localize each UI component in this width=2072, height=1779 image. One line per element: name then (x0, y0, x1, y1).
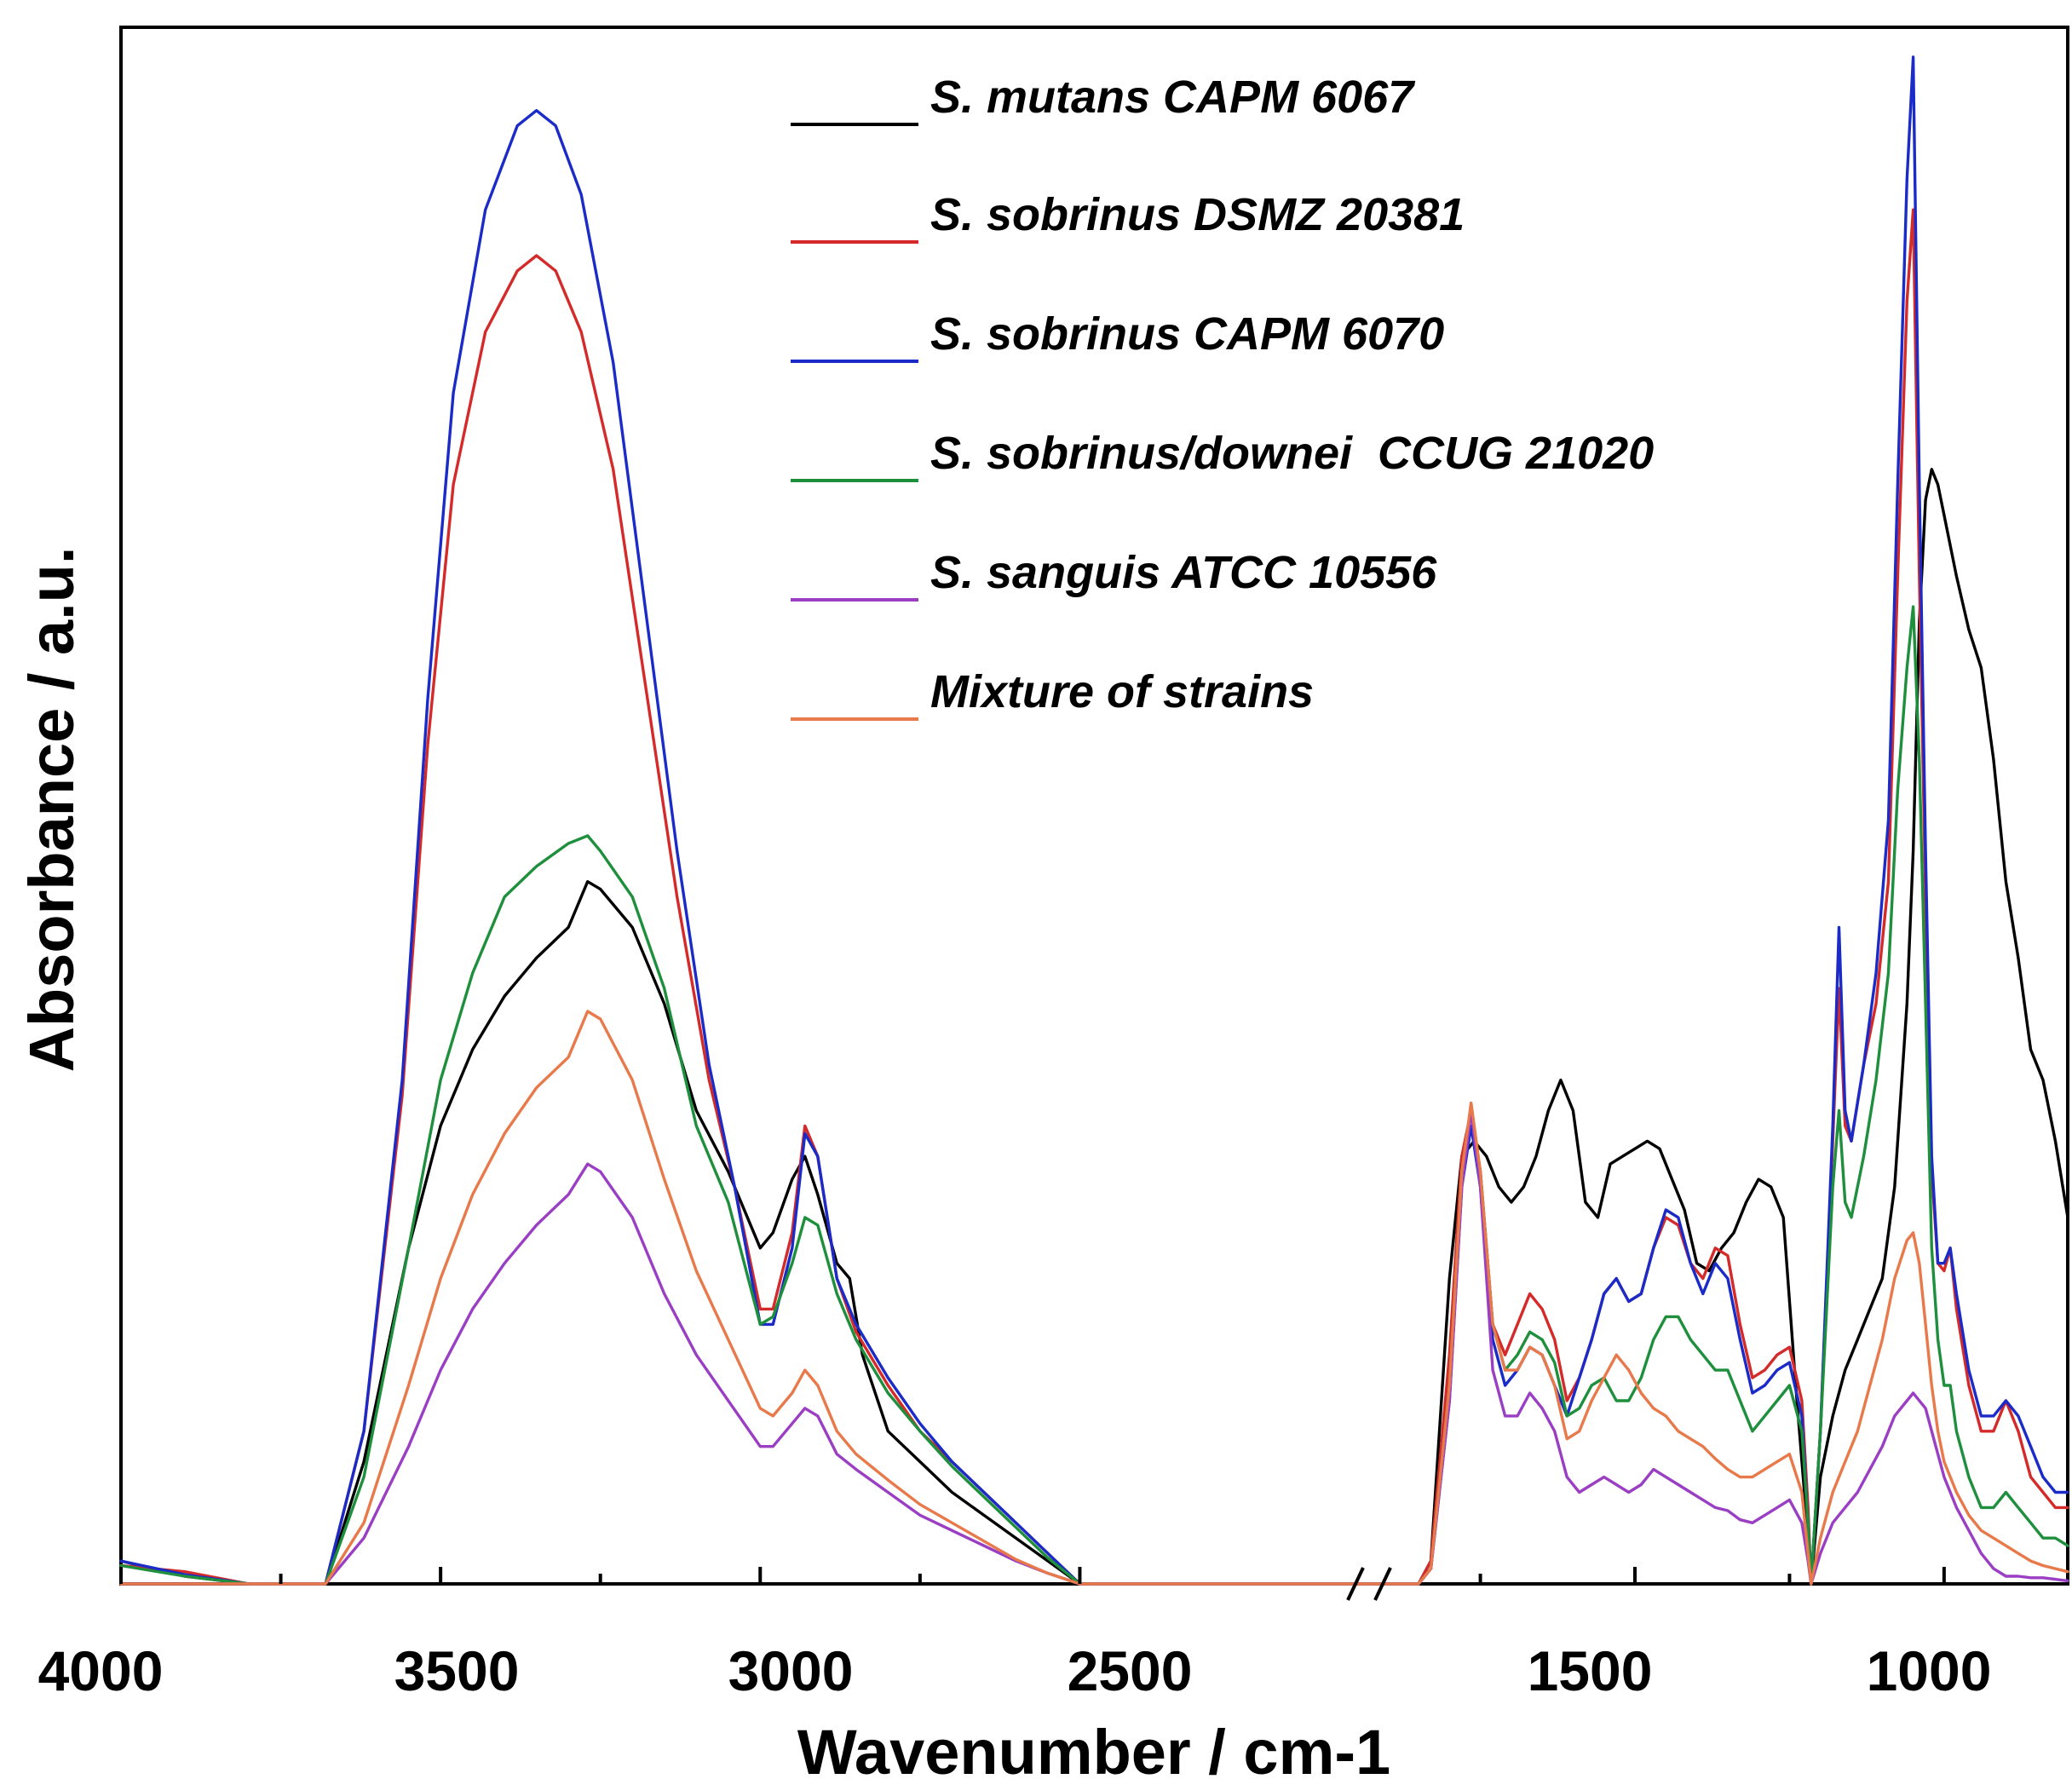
series-line-4 (119, 605, 2069, 1586)
legend-label: S. sobrinus CAPM 6070 (930, 308, 1444, 360)
legend-entry: Mixture of strains (791, 666, 1314, 721)
series-line-2 (119, 208, 2069, 1586)
axis-break-slash-right (1373, 1567, 1392, 1601)
x-axis-tick-labels: 4000 3500 3000 2500 1500 1000 (38, 1639, 1992, 1702)
series-line-6 (119, 1010, 2069, 1586)
x-axis-title: Wavenumber / cm-1 (797, 1717, 1390, 1779)
legend-label: Mixture of strains (930, 666, 1314, 717)
legend: S. mutans CAPM 6067 S. sobrinus DSMZ 203… (791, 72, 1654, 721)
series-line-5 (119, 1108, 2069, 1586)
plot-area (119, 26, 2069, 1601)
series-group (119, 55, 2069, 1586)
series-line-3 (119, 55, 2069, 1586)
y-axis-title: Absorbance / a.u. (16, 547, 87, 1073)
legend-entry: S. sobrinus CAPM 6070 (791, 308, 1444, 363)
legend-label: S. mutans CAPM 6067 (930, 72, 1416, 123)
legend-entry: S. mutans CAPM 6067 (791, 72, 1416, 126)
axis-break-slash-left (1346, 1567, 1365, 1601)
series-line-1 (119, 468, 2069, 1586)
axis-break-marker (1346, 1567, 1392, 1601)
x-axis-ticks (119, 1567, 1946, 1584)
legend-label: S. sanguis ATCC 10556 (930, 547, 1437, 598)
x-tick-label: 1000 (1867, 1639, 1992, 1702)
legend-entry: S. sobrinus/downei CCUG 21020 (791, 428, 1654, 482)
x-tick-label: 2500 (1068, 1639, 1193, 1702)
x-tick-label: 3500 (394, 1639, 520, 1702)
x-tick-label: 3000 (728, 1639, 854, 1702)
x-tick-label: 4000 (38, 1639, 164, 1702)
legend-label: S. sobrinus/downei CCUG 21020 (930, 428, 1654, 479)
legend-entry: S. sobrinus DSMZ 20381 (791, 189, 1465, 244)
plot-frame (119, 26, 2069, 1586)
legend-label: S. sobrinus DSMZ 20381 (930, 189, 1465, 240)
x-tick-label: 1500 (1528, 1639, 1653, 1702)
legend-entry: S. sanguis ATCC 10556 (791, 547, 1437, 602)
